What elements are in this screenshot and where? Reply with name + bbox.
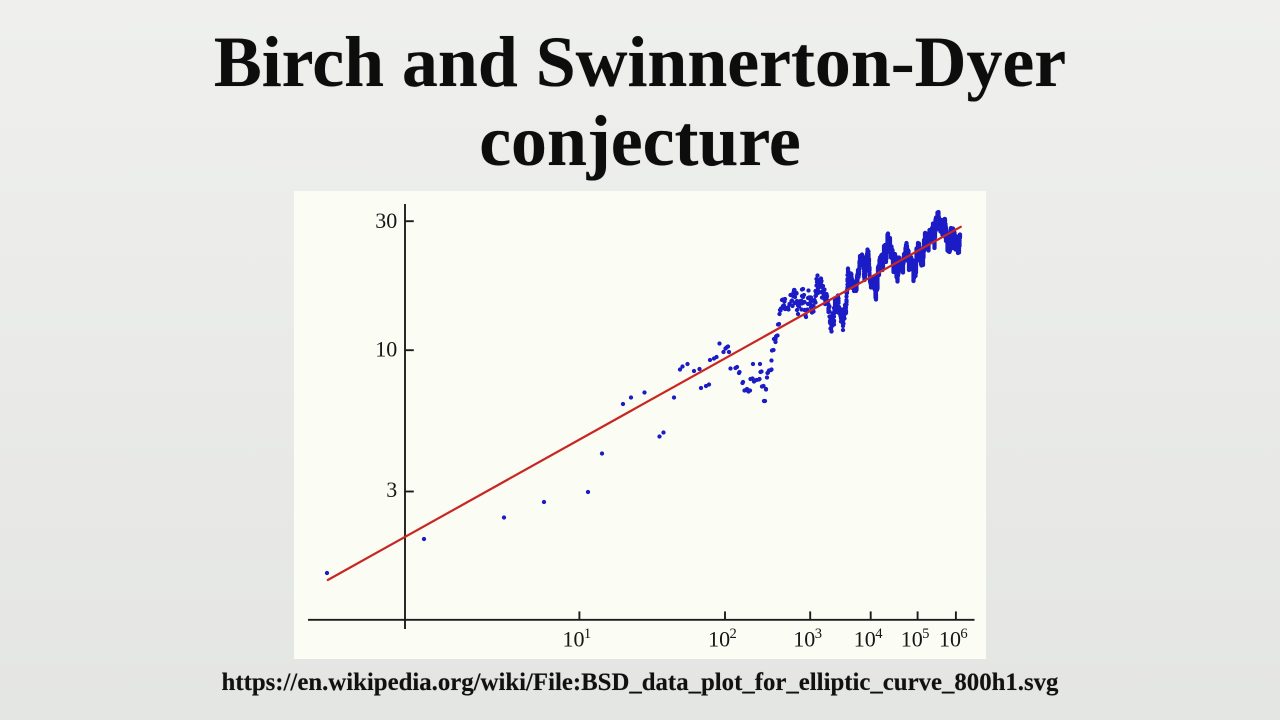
svg-text:10: 10 (939, 627, 961, 652)
svg-text:4: 4 (875, 626, 883, 642)
svg-text:30: 30 (375, 208, 397, 233)
svg-text:10: 10 (375, 337, 397, 362)
svg-text:2: 2 (730, 626, 737, 642)
svg-text:6: 6 (960, 626, 967, 642)
svg-text:3: 3 (386, 477, 397, 502)
svg-text:10: 10 (854, 627, 876, 652)
svg-text:10: 10 (793, 627, 815, 652)
svg-text:1: 1 (584, 626, 591, 642)
svg-text:10: 10 (901, 627, 923, 652)
svg-text:5: 5 (922, 626, 929, 642)
svg-text:10: 10 (708, 627, 730, 652)
svg-text:10: 10 (563, 627, 585, 652)
svg-text:3: 3 (815, 626, 822, 642)
